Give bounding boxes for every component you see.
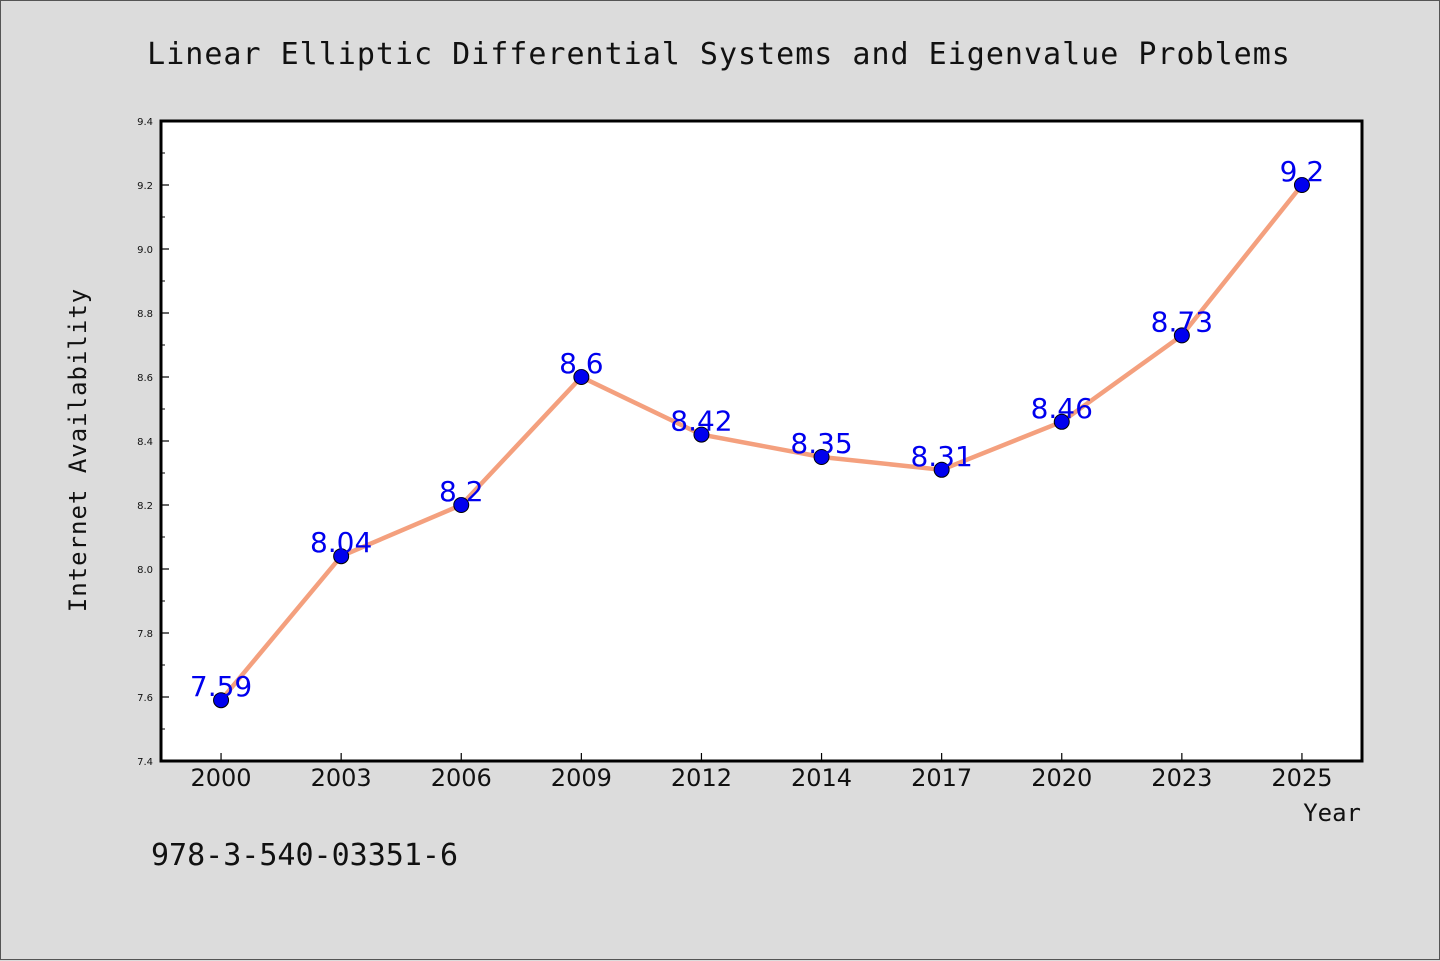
data-label: 8.46 — [1031, 392, 1093, 425]
y-tick-label: 7.8 — [137, 629, 153, 640]
data-point — [1173, 327, 1190, 344]
data-point — [573, 369, 590, 385]
data-point — [813, 449, 830, 465]
plot-area — [159, 119, 1364, 763]
series-line-group — [218, 182, 1305, 703]
chart-title: Linear Elliptic Differential Systems and… — [147, 37, 1291, 72]
x-tick-label: 2003 — [311, 764, 372, 792]
x-tick-label: 2017 — [911, 764, 972, 792]
data-label: 8.6 — [559, 347, 604, 380]
data-point — [933, 461, 950, 478]
x-tick-label: 2009 — [551, 764, 612, 792]
x-tick-label: 2020 — [1031, 764, 1092, 792]
x-axis-label: Year — [1303, 799, 1361, 827]
data-label: 8.35 — [790, 427, 852, 460]
y-axis-label: Internet Availability — [64, 288, 92, 612]
series-line — [218, 182, 1305, 703]
y-tick-label: 9.2 — [137, 181, 153, 192]
x-tick-label: 2023 — [1151, 764, 1212, 792]
x-tick-label: 2025 — [1271, 764, 1332, 792]
y-tick-label: 7.6 — [137, 693, 153, 704]
data-label: 8.73 — [1151, 305, 1213, 338]
y-tick-label: 8.2 — [137, 501, 153, 512]
x-tick-label: 2012 — [671, 764, 732, 792]
data-label: 8.2 — [439, 475, 484, 508]
y-tick-label: 9.0 — [137, 245, 153, 256]
data-label: 8.31 — [910, 440, 972, 473]
y-tick-label: 8.8 — [137, 309, 153, 320]
y-tick-label: 7.4 — [137, 757, 153, 768]
data-point — [213, 692, 230, 709]
x-axis: 2000 2003 2006 2009 2012 2014 2017 2020 2023 2025 — [191, 753, 1332, 792]
data-point — [1293, 177, 1310, 193]
y-tick-label: 8.4 — [137, 437, 153, 448]
x-tick-label: 2006 — [431, 764, 492, 792]
data-labels-group: 7.59 8.04 8.2 8.6 8.42 8.35 8.31 8.46 8.73 9.2 — [190, 155, 1324, 703]
y-tick-label: 9.4 — [137, 117, 153, 128]
data-label: 8.42 — [670, 405, 732, 438]
data-point — [693, 426, 710, 443]
data-label: 9.2 — [1280, 155, 1325, 188]
data-point — [1053, 413, 1070, 430]
series-markers-group — [213, 177, 1310, 709]
isbn-text: 978-3-540-03351-6 — [151, 838, 458, 873]
x-tick-label: 2014 — [791, 764, 852, 792]
y-tick-label: 8.6 — [137, 373, 153, 384]
x-tick-label: 2000 — [191, 764, 252, 792]
y-axis: 7.4 7.6 7.8 8.0 8.2 8.4 8.6 8.8 9.0 9.2 9.4 — [137, 117, 169, 768]
data-point — [453, 497, 470, 513]
y-tick-label: 8.0 — [137, 565, 153, 576]
data-point — [333, 548, 350, 565]
data-label: 8.04 — [310, 526, 372, 559]
data-label: 7.59 — [190, 670, 252, 703]
